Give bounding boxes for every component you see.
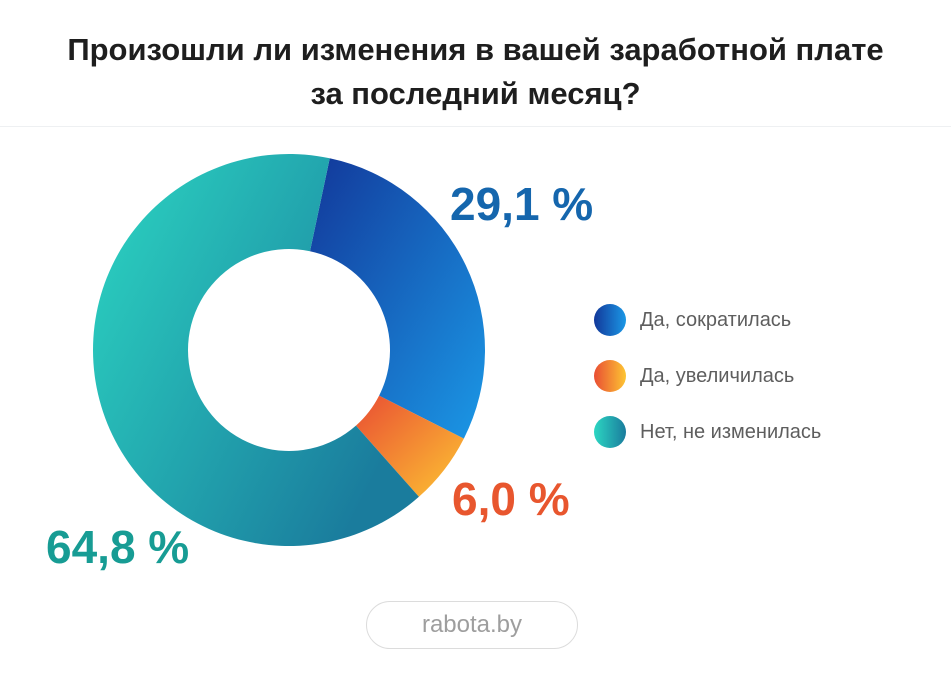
legend-item-unchanged: Нет, не изменилась: [594, 414, 934, 450]
value-label-unchanged: 64,8 %: [46, 521, 189, 573]
donut-slice-unchanged: [92, 154, 419, 546]
donut-slice-increased: [355, 395, 464, 497]
value-label-increased: 6,0 %: [452, 473, 570, 525]
donut-slice-decreased: [309, 158, 485, 439]
chart-title-line-2: за последний месяц?: [310, 76, 641, 111]
source-badge[interactable]: rabota.by: [366, 601, 578, 649]
legend-swatch-decreased: [594, 304, 626, 336]
source-label: rabota.by: [421, 611, 523, 638]
legend-swatch-unchanged: [594, 416, 626, 448]
legend-item-increased: Да, увеличилась: [594, 358, 934, 394]
legend-label-unchanged: Нет, не изменилась: [640, 420, 822, 443]
legend-label-decreased: Да, сократилась: [640, 308, 792, 331]
legend-item-decreased: Да, сократилась: [594, 302, 934, 338]
value-label-decreased: 29,1 %: [450, 178, 593, 230]
chart-legend: Да, сократилась Да, увеличилась Нет, не …: [594, 302, 934, 470]
chart-title: Произошли ли изменения в вашей заработно…: [0, 28, 951, 116]
legend-label-increased: Да, увеличилась: [640, 364, 795, 387]
legend-swatch-increased: [594, 360, 626, 392]
title-divider: [0, 126, 951, 127]
chart-title-line-1: Произошли ли изменения в вашей заработно…: [67, 32, 884, 67]
